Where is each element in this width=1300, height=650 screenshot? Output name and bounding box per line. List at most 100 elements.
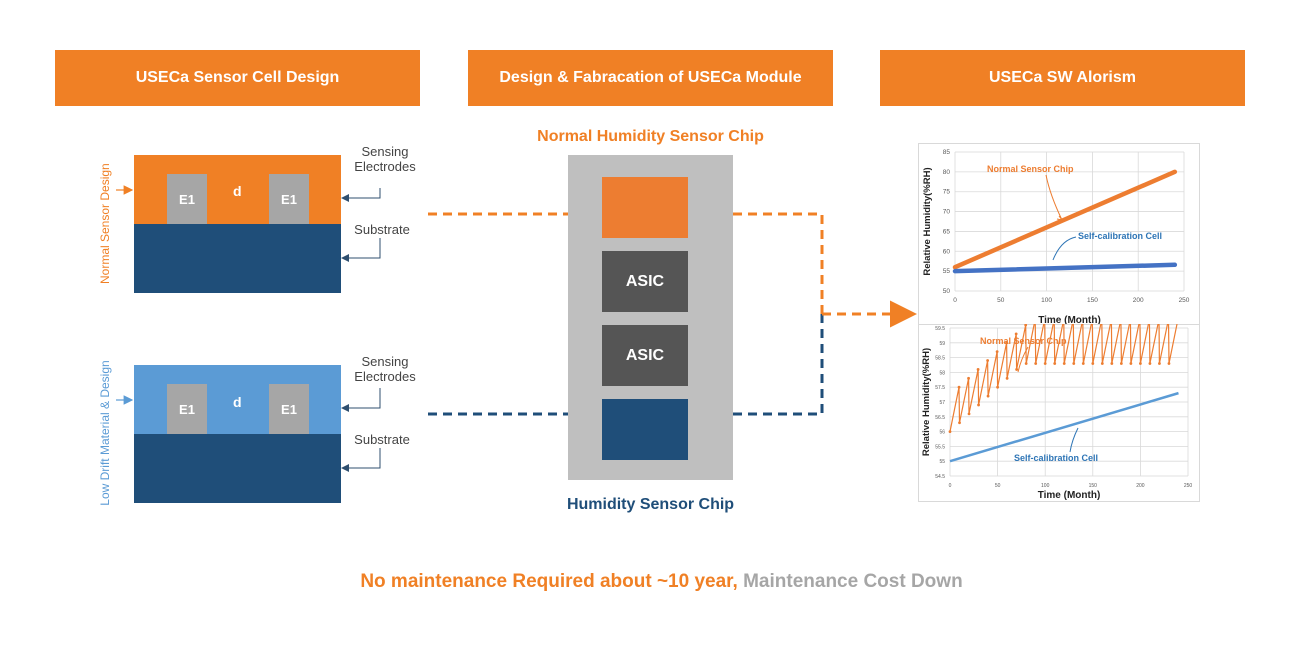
sensing-callout-bottom (341, 388, 381, 412)
data-point-normal (948, 430, 952, 433)
substrate-callout-top (341, 238, 381, 262)
x-tick-label: 200 (1133, 297, 1144, 304)
data-point-normal (1043, 362, 1047, 365)
y-tick-label: 85 (943, 149, 951, 156)
data-point-normal (995, 350, 999, 354)
series-label-normal: Normal Sensor Chip (980, 336, 1067, 346)
y-tick-label: 70 (943, 209, 951, 216)
y-tick-label: 60 (943, 248, 951, 255)
sensing-electrodes-label-top: Sensing Electrodes (354, 144, 416, 174)
data-point-normal (1005, 341, 1009, 345)
y-tick-label: 59 (939, 341, 945, 347)
chart-frame (918, 324, 1200, 502)
data-point-normal (1062, 362, 1066, 365)
y-tick-label: 80 (943, 169, 951, 176)
y-tick-label: 58 (939, 370, 945, 376)
humidity-chip-title: Humidity Sensor Chip (566, 496, 735, 513)
y-tick-label: 59.5 (935, 326, 945, 332)
y-tick-label: 56.5 (935, 415, 945, 421)
series-label-selfcal: Self-calibration Cell (1014, 453, 1098, 463)
data-point-normal (1110, 362, 1114, 365)
x-tick-label: 250 (1179, 297, 1190, 304)
y-tick-label: 56 (939, 430, 945, 436)
normal-sensor-design-label: Normal Sensor Design (98, 163, 112, 284)
data-point-normal (967, 376, 970, 380)
x-tick-label: 0 (949, 483, 952, 489)
x-tick-label: 50 (995, 483, 1001, 489)
chart-self-calibration: 54.5 55 55.5 56 56.5 57 57.5 58 58.5 59 59.5 0 50 100… (918, 324, 1200, 502)
x-tick-label: 150 (1087, 297, 1098, 304)
data-point-normal (1100, 362, 1104, 365)
electrode-e1-left-top: E1 (167, 174, 207, 224)
humidity-sensor-die (602, 399, 688, 460)
x-tick-label: 100 (1041, 297, 1052, 304)
footer-cost-down: Maintenance Cost Down (743, 571, 963, 592)
header-cell-design: USECa Sensor Cell Design (55, 50, 420, 106)
dashed-link-humidity-out (733, 314, 824, 416)
x-axis-label: Time (Month) (1038, 315, 1101, 326)
sensing-callout-top (341, 188, 381, 202)
data-point-normal (1024, 324, 1028, 327)
electrode-e1-right-bottom: E1 (269, 384, 309, 434)
substrate-label-bottom: Substrate (354, 432, 410, 447)
low-drift-design-label: Low Drift Material & Design (98, 360, 112, 506)
callout-normal (1045, 174, 1063, 221)
series-label-normal: Normal Sensor Chip (987, 164, 1074, 174)
callout-normal-head (1056, 215, 1064, 221)
data-point-normal (1158, 362, 1161, 365)
data-point-normal (1014, 332, 1018, 336)
y-tick-label: 75 (943, 189, 951, 196)
series-self-calibration-line (952, 262, 1178, 274)
substrate-label-top: Substrate (354, 222, 410, 237)
y-axis-label: Relative Humidity(%RH) (922, 167, 933, 275)
x-tick-label: 100 (1041, 483, 1050, 489)
data-point-normal (1015, 368, 1019, 371)
x-tick-label: 0 (953, 297, 957, 304)
callout-normal (1017, 346, 1029, 373)
x-tick-label: 200 (1136, 483, 1145, 489)
data-point-normal (996, 385, 999, 389)
data-point-normal (1081, 362, 1085, 365)
substrate-callout-bottom (341, 448, 381, 472)
data-point-normal (1005, 376, 1009, 380)
y-tick-label: 50 (943, 288, 951, 295)
series-label-selfcal: Self-calibration Cell (1078, 231, 1162, 241)
data-point-normal (967, 412, 971, 416)
data-point-normal (958, 421, 961, 425)
x-tick-label: 50 (997, 297, 1005, 304)
sensing-electrodes-label-bottom: Sensing Electrodes (354, 354, 416, 384)
y-tick-label: 65 (943, 228, 951, 235)
data-point-normal (1034, 362, 1038, 365)
data-point-normal (1072, 362, 1076, 365)
data-point-normal (986, 394, 990, 398)
data-point-normal (1129, 362, 1133, 365)
chart-frame (918, 143, 1200, 327)
y-tick-label: 55 (943, 268, 951, 275)
dashed-link-normal-out (733, 212, 824, 314)
x-tick-label: 250 (1184, 483, 1193, 489)
y-tick-label: 54.5 (935, 474, 945, 480)
data-point-normal (1167, 362, 1171, 365)
data-point-normal (1024, 362, 1028, 365)
y-tick-label: 58.5 (935, 356, 945, 362)
x-axis-label: Time (Month) (1038, 490, 1101, 501)
y-axis-label: Relative Humidity(%RH) (921, 348, 932, 456)
callout-selfcal (1069, 427, 1079, 453)
y-tick-label: 55.5 (935, 444, 945, 450)
normal-chip-title: Normal Humidity Sensor Chip (537, 128, 764, 145)
asic-die-2: ASIC (602, 325, 688, 386)
electrode-e1-left-bottom: E1 (167, 384, 207, 434)
callout-selfcal (1052, 236, 1077, 261)
data-point-normal (1091, 362, 1095, 365)
data-point-normal (1053, 362, 1057, 365)
normal-substrate (134, 224, 341, 293)
y-tick-label: 57 (939, 400, 945, 406)
normal-sensor-die (602, 177, 688, 238)
data-point-normal (1119, 362, 1123, 365)
data-point-normal (986, 359, 990, 362)
data-point-normal (976, 368, 980, 371)
data-point-normal (957, 385, 961, 389)
gap-label-top: d (233, 183, 242, 199)
asic-die-1: ASIC (602, 251, 688, 312)
header-sw-algorithm: USECa SW Alorism (880, 50, 1245, 106)
